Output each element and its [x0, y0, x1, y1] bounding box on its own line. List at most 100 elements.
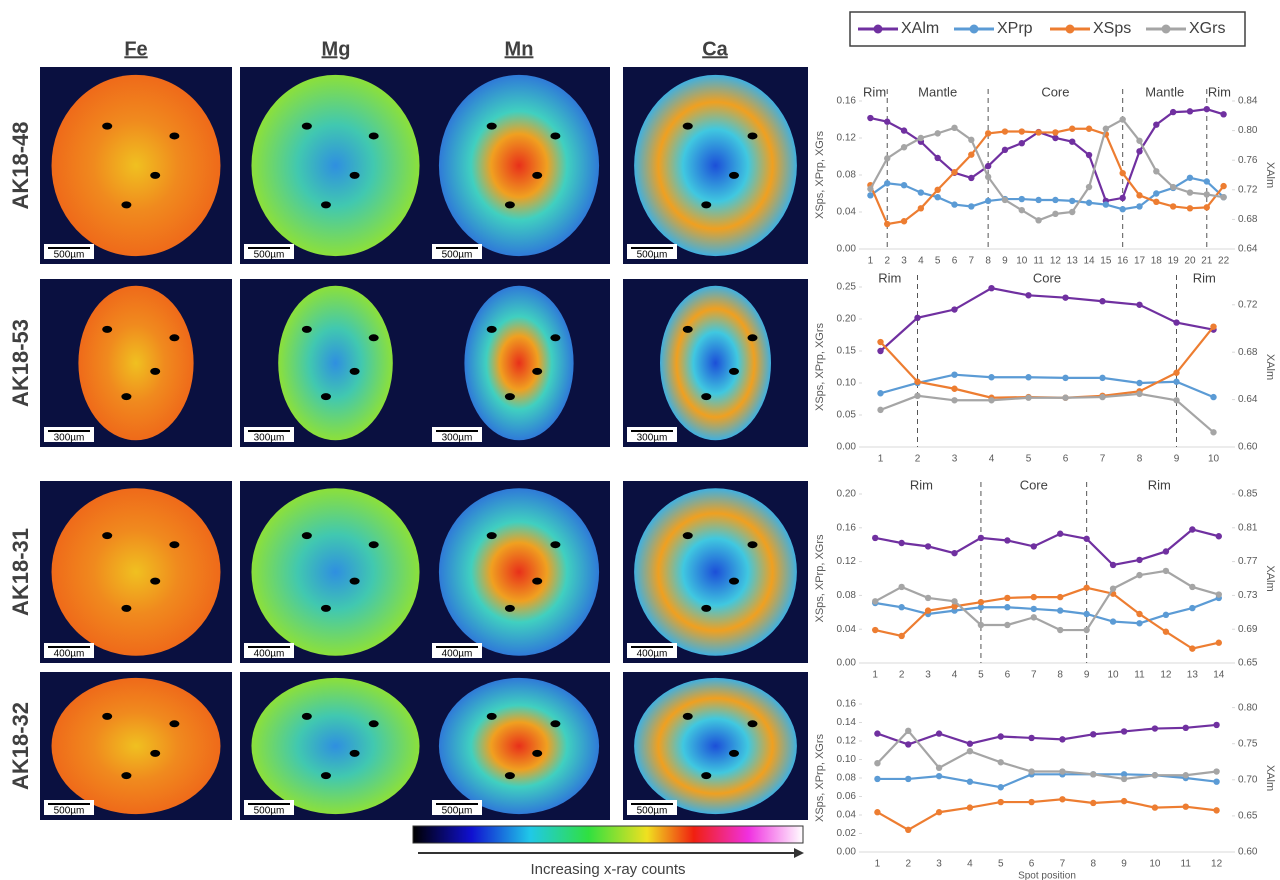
inclusion — [504, 201, 515, 209]
garnet — [251, 74, 420, 257]
series-line — [877, 723, 1217, 746]
zone-label: Core — [1041, 84, 1069, 99]
legend-marker — [969, 24, 979, 34]
data-point — [1136, 390, 1143, 398]
x-tick-label: 3 — [952, 454, 958, 465]
data-point — [1018, 206, 1025, 214]
x-tick-label: 8 — [1137, 454, 1143, 465]
data-point — [914, 314, 921, 322]
data-point — [1083, 584, 1090, 591]
y-axis-label: XSps, XPrp, XGrs — [814, 534, 826, 623]
x-tick-label: 9 — [1121, 859, 1127, 870]
data-point — [1035, 196, 1042, 204]
data-point — [1203, 178, 1210, 185]
data-point — [1102, 201, 1110, 208]
garnet — [51, 488, 221, 656]
y-tick-label: 0.10 — [837, 754, 857, 765]
y-tick-label: 0.12 — [837, 556, 857, 567]
x-tick-label: 12 — [1050, 256, 1062, 267]
data-point — [874, 760, 881, 767]
data-point — [1001, 128, 1009, 135]
scale-label: 500µm — [637, 806, 668, 817]
y-tick-label: 0.14 — [837, 717, 857, 728]
data-point — [951, 201, 958, 208]
data-point — [934, 130, 941, 137]
y-tick-label: 0.12 — [837, 133, 857, 144]
data-point — [934, 186, 941, 193]
inclusion — [349, 749, 360, 757]
inclusion — [368, 132, 379, 140]
inclusion — [349, 577, 360, 585]
y2-tick-label: 0.65 — [1238, 811, 1258, 822]
data-point — [984, 173, 992, 181]
data-point — [1136, 571, 1143, 579]
data-point — [984, 197, 992, 205]
data-point — [1119, 206, 1126, 213]
column-header: Ca — [702, 38, 728, 60]
inclusion — [486, 325, 497, 333]
data-point — [1018, 195, 1025, 203]
y-tick-label: 0.20 — [837, 314, 857, 325]
scale-label: 500µm — [637, 250, 668, 261]
x-tick-label: 5 — [935, 256, 941, 267]
y-tick-label: 0.08 — [837, 590, 857, 601]
garnet — [51, 677, 221, 815]
y2-tick-label: 0.85 — [1238, 489, 1258, 500]
y-axis-label: XSps, XPrp, XGrs — [814, 322, 826, 411]
x-tick-label: 21 — [1201, 256, 1213, 267]
x-tick-label: 10 — [1208, 454, 1220, 465]
data-point — [924, 607, 932, 614]
data-point — [951, 397, 958, 404]
series-line — [879, 325, 1215, 399]
y2-tick-label: 0.77 — [1238, 556, 1258, 567]
garnet — [634, 74, 797, 257]
inclusion — [150, 367, 161, 375]
y-tick-label: 0.04 — [837, 810, 857, 821]
scale-label: 400µm — [442, 649, 473, 660]
x-tick-label: 5 — [1026, 454, 1032, 465]
inclusion — [102, 122, 113, 130]
data-point — [924, 594, 932, 602]
x-tick-label: 9 — [1002, 256, 1008, 267]
inclusion — [747, 720, 758, 728]
x-tick-label: 7 — [969, 256, 975, 267]
column-header: Mg — [322, 38, 351, 60]
data-point — [1136, 137, 1143, 144]
legend-label: XSps — [1093, 20, 1131, 37]
data-point — [966, 804, 974, 811]
data-point — [1052, 129, 1059, 136]
inclusion — [504, 772, 515, 780]
data-point — [1090, 731, 1097, 738]
x-tick-label: 12 — [1160, 670, 1172, 681]
data-point — [1083, 535, 1090, 542]
scale-label: 500µm — [442, 250, 473, 261]
data-point — [1210, 429, 1217, 436]
x-tick-label: 6 — [1029, 859, 1035, 870]
inclusion — [682, 325, 693, 333]
y2-tick-label: 0.80 — [1238, 125, 1258, 136]
scale-label: 300µm — [54, 433, 85, 444]
inclusion — [532, 171, 543, 179]
inclusion — [504, 604, 515, 612]
x-tick-label: 3 — [901, 256, 907, 267]
data-point — [1120, 775, 1128, 783]
data-point — [966, 740, 974, 747]
inclusion — [486, 712, 497, 720]
data-point — [1030, 614, 1037, 621]
data-point — [1169, 203, 1177, 210]
data-point — [1030, 605, 1037, 613]
data-point — [966, 778, 974, 785]
data-point — [1186, 108, 1194, 115]
data-point — [1136, 379, 1143, 387]
data-point — [1151, 804, 1159, 811]
inclusion — [349, 171, 360, 179]
inclusion — [301, 712, 312, 720]
y2-tick-label: 0.72 — [1238, 184, 1258, 195]
data-point — [1004, 594, 1011, 602]
y-tick-label: 0.06 — [837, 791, 857, 802]
y-tick-label: 0.25 — [837, 282, 857, 293]
data-point — [968, 151, 975, 158]
y2-tick-label: 0.72 — [1238, 299, 1258, 310]
series-line — [874, 569, 1220, 632]
data-point — [997, 759, 1004, 766]
